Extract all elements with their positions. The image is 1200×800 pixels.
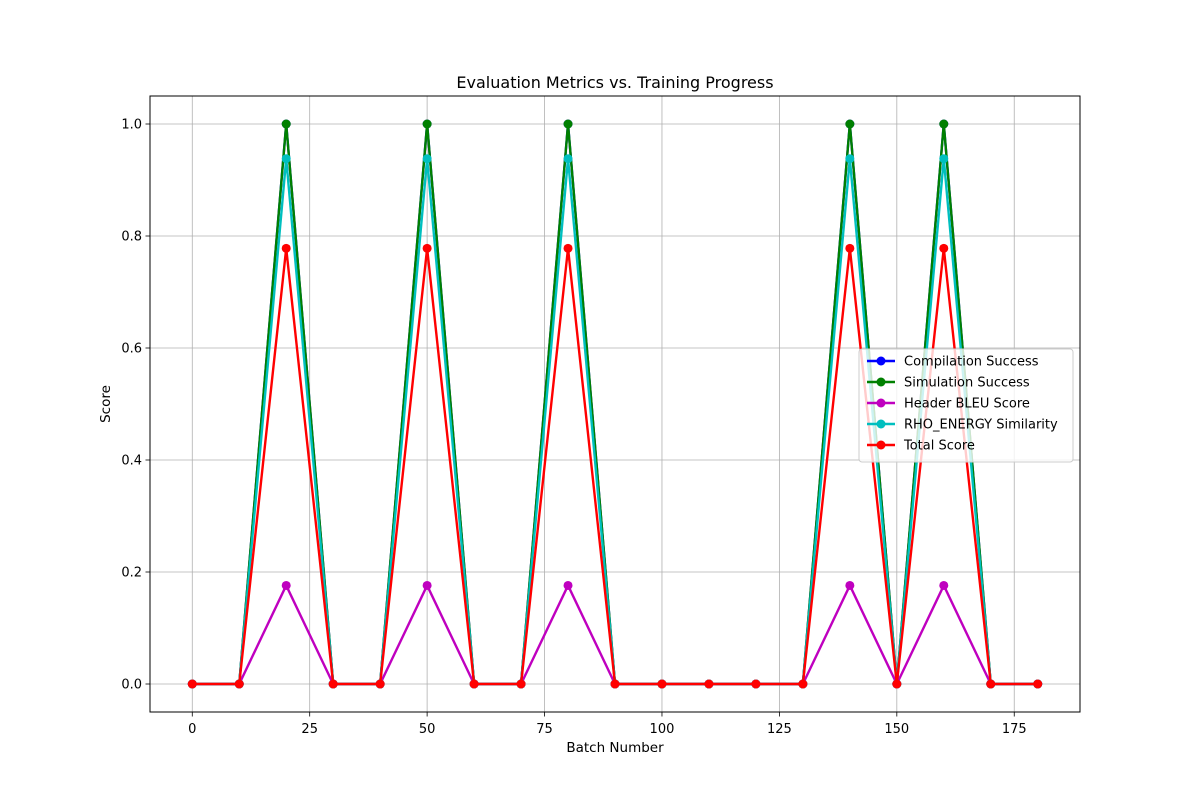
data-point bbox=[704, 679, 714, 689]
series-total-score bbox=[187, 243, 1043, 689]
legend-entry: Simulation Success bbox=[867, 376, 1030, 391]
data-point bbox=[281, 154, 291, 164]
legend-label: Total Score bbox=[903, 439, 975, 454]
data-point bbox=[469, 679, 479, 689]
data-point bbox=[610, 679, 620, 689]
data-point bbox=[939, 119, 949, 129]
y-tick-label: 0.4 bbox=[121, 454, 142, 469]
data-point bbox=[892, 679, 902, 689]
data-point bbox=[281, 119, 291, 129]
data-point bbox=[422, 154, 432, 164]
legend-label: Header BLEU Score bbox=[904, 397, 1030, 412]
chart-legend: Compilation Success Simulation Success Hea… bbox=[858, 348, 1074, 463]
data-point bbox=[187, 679, 197, 689]
data-point bbox=[328, 679, 338, 689]
data-point bbox=[563, 580, 573, 590]
data-point bbox=[281, 243, 291, 253]
legend-label: Simulation Success bbox=[904, 376, 1030, 391]
axes-frame bbox=[149, 95, 1081, 713]
legend-box bbox=[858, 348, 1074, 463]
chart-title: Evaluation Metrics vs. Training Progress bbox=[456, 73, 773, 92]
legend-label: Compilation Success bbox=[904, 355, 1039, 370]
x-tick-label: 50 bbox=[419, 722, 436, 737]
x-tick-label: 75 bbox=[536, 722, 553, 737]
y-axis-ticks: 0.0 0.2 0.4 0.6 0.8 1.0 bbox=[121, 118, 150, 693]
data-point bbox=[845, 119, 855, 129]
legend-marker bbox=[876, 398, 886, 408]
data-point bbox=[563, 119, 573, 129]
legend-entry: Total Score bbox=[867, 439, 975, 454]
data-point bbox=[939, 580, 949, 590]
y-tick-label: 0.2 bbox=[121, 566, 142, 581]
x-tick-label: 125 bbox=[767, 722, 792, 737]
data-point bbox=[939, 243, 949, 253]
data-point bbox=[422, 243, 432, 253]
legend-marker bbox=[876, 356, 886, 366]
x-tick-label: 150 bbox=[884, 722, 909, 737]
data-point bbox=[845, 243, 855, 253]
y-tick-label: 0.0 bbox=[121, 678, 142, 693]
legend-marker bbox=[876, 419, 886, 429]
y-tick-label: 1.0 bbox=[121, 118, 142, 133]
data-point bbox=[563, 154, 573, 164]
y-tick-label: 0.8 bbox=[121, 230, 142, 245]
legend-entry: Header BLEU Score bbox=[867, 397, 1030, 412]
data-point bbox=[1033, 679, 1043, 689]
y-axis-label: Score bbox=[98, 385, 114, 423]
x-tick-label: 25 bbox=[301, 722, 318, 737]
x-axis-ticks: 0 25 50 75 100 125 150 175 bbox=[188, 712, 1027, 737]
x-tick-label: 0 bbox=[188, 722, 196, 737]
data-point bbox=[234, 679, 244, 689]
x-tick-label: 100 bbox=[650, 722, 675, 737]
legend-label: RHO_ENERGY Similarity bbox=[904, 418, 1058, 433]
data-point bbox=[939, 154, 949, 164]
data-point bbox=[516, 679, 526, 689]
x-tick-label: 175 bbox=[1002, 722, 1027, 737]
data-point bbox=[657, 679, 667, 689]
legend-entry: Compilation Success bbox=[867, 355, 1039, 370]
x-axis-label: Batch Number bbox=[566, 740, 664, 756]
data-point bbox=[798, 679, 808, 689]
y-tick-label: 0.6 bbox=[121, 342, 142, 357]
data-point bbox=[281, 580, 291, 590]
data-point bbox=[845, 154, 855, 164]
data-point bbox=[422, 119, 432, 129]
data-point bbox=[422, 580, 432, 590]
data-point bbox=[751, 679, 761, 689]
series-lines bbox=[187, 119, 1043, 689]
data-point bbox=[375, 679, 385, 689]
data-point bbox=[986, 679, 996, 689]
legend-marker bbox=[876, 377, 886, 387]
data-point bbox=[563, 243, 573, 253]
data-point bbox=[845, 580, 855, 590]
legend-entry: RHO_ENERGY Similarity bbox=[867, 418, 1058, 433]
legend-marker bbox=[876, 440, 886, 450]
